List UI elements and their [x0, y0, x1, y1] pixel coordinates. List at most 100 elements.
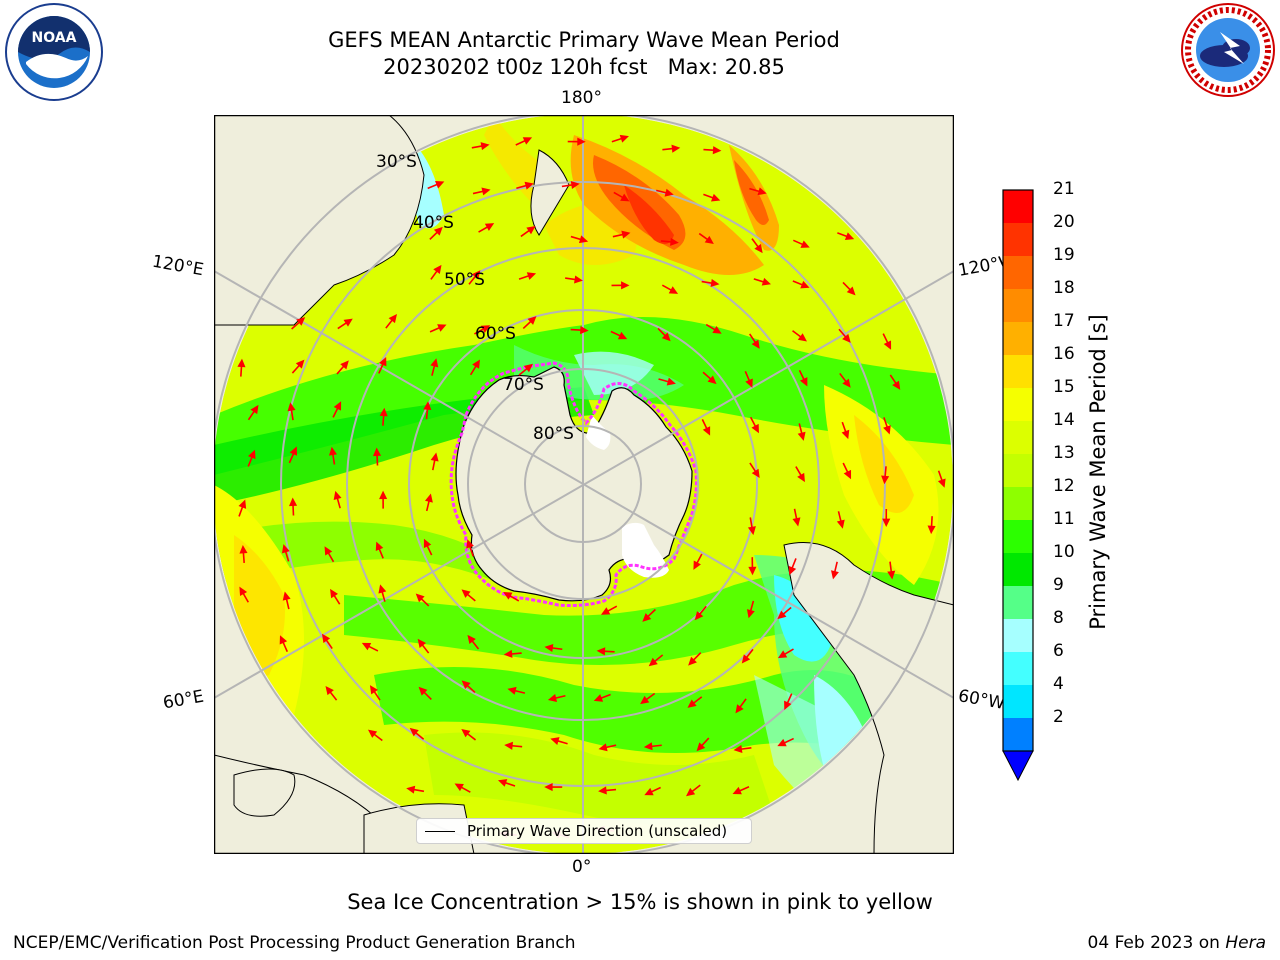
wave-direction-arrow: [415, 593, 430, 607]
colorbar-band: [1003, 586, 1033, 620]
colorbar-tick-label: 14: [1053, 410, 1075, 430]
colorbar-tick-label: 2: [1053, 707, 1064, 727]
colorbar-band: [1003, 223, 1033, 257]
wave-direction-arrow: [247, 404, 259, 421]
wave-direction-arrow: [751, 238, 763, 254]
wave-direction-arrow: [687, 696, 703, 708]
wave-direction-arrow: [478, 223, 495, 233]
wave-direction-arrow: [613, 191, 630, 202]
wave-direction-arrows: [237, 134, 946, 839]
wave-direction-arrow: [424, 493, 433, 512]
wave-direction-arrow: [237, 358, 246, 377]
wave-direction-arrow: [471, 142, 490, 151]
wave-direction-arrow: [567, 137, 586, 146]
wave-direction-arrow: [333, 490, 342, 509]
wave-direction-arrow: [838, 328, 851, 343]
colorbar-band: [1003, 322, 1033, 356]
madagascar-landmass: [233, 768, 296, 817]
wave-direction-arrow: [375, 541, 384, 559]
wave-direction-arrow: [289, 497, 298, 516]
wave-direction-arrow: [937, 470, 946, 488]
colorbar-band: [1003, 421, 1033, 455]
wave-direction-arrow: [516, 181, 534, 190]
colorbar-label: Primary Wave Mean Period [s]: [1086, 314, 1110, 630]
wave-direction-arrow: [694, 605, 707, 621]
lon-label-60w: 60°W: [956, 686, 1007, 714]
wave-direction-arrow: [291, 317, 306, 330]
wave-direction-arrow: [472, 187, 491, 196]
wave-direction-arrow: [792, 239, 810, 248]
lat-label-40s: 40°S: [413, 213, 454, 233]
lat-label-80s: 80°S: [533, 424, 574, 444]
wave-direction-arrow: [792, 508, 801, 527]
noaa-logo-icon: NOAA: [5, 3, 103, 101]
wave-direction-arrow: [474, 325, 491, 335]
footer-date-text: 04 Feb 2023 on: [1087, 933, 1226, 953]
national-weather-service-logo-icon: [1181, 3, 1275, 97]
wave-direction-arrow: [696, 737, 710, 752]
wave-direction-arrow: [281, 544, 290, 562]
wave-direction-arrow: [547, 694, 566, 702]
wave-direction-arrow: [883, 417, 891, 435]
wave-direction-arrow: [701, 279, 720, 288]
wave-direction-arrow: [732, 785, 750, 795]
legend-label: Primary Wave Direction (unscaled): [467, 822, 728, 840]
colorbar-band: [1003, 355, 1033, 389]
colorbar-tick-label: 4: [1053, 674, 1064, 694]
wave-direction-arrow: [507, 686, 526, 695]
wave-direction-arrow: [570, 326, 589, 335]
wave-direction-arrow: [656, 188, 674, 197]
wave-direction-arrow: [336, 360, 349, 375]
colorbar-tick-label: 21: [1053, 179, 1075, 199]
wave-direction-arrow: [561, 181, 580, 190]
wave-direction-arrow: [427, 180, 445, 190]
wave-direction-arrow: [611, 134, 629, 143]
wave-direction-arrow: [468, 270, 481, 285]
wave-direction-arrow: [288, 446, 298, 464]
wave-direction-arrow: [430, 358, 439, 376]
wave-direction-arrow: [430, 452, 439, 471]
colorbar-tick-label: 8: [1053, 608, 1064, 628]
wave-direction-arrow: [642, 608, 656, 622]
wave-direction-arrow: [788, 558, 797, 576]
colorbar-band: [1003, 718, 1033, 752]
map-legend: Primary Wave Direction (unscaled): [416, 818, 752, 844]
wave-direction-arrow: [777, 737, 794, 747]
wave-direction-arrow: [409, 727, 425, 740]
lon-label-0: 0°: [572, 857, 592, 877]
wave-direction-arrow: [749, 462, 760, 479]
colorbar-tick-label: 9: [1053, 575, 1064, 595]
wave-direction-arrow: [515, 137, 533, 146]
colorbar-tick-label: 16: [1053, 344, 1075, 364]
colorbar-bands: [1003, 190, 1033, 752]
wave-direction-arrow: [418, 686, 432, 701]
wave-direction-arrow: [648, 654, 664, 667]
colorbar-tick-label: 6: [1053, 641, 1064, 661]
colorbar-tick-label: 17: [1053, 311, 1075, 331]
wave-direction-arrow: [693, 553, 703, 570]
wave-direction-arrow: [337, 318, 353, 330]
wave-direction-arrow: [325, 685, 338, 701]
wave-direction-arrow: [522, 316, 537, 329]
lon-label-60e: 60°E: [161, 686, 206, 714]
colorbar-outline: [1002, 189, 1034, 752]
wave-direction-arrow: [749, 416, 759, 434]
wave-direction-arrow: [749, 333, 760, 349]
colorbar-band: [1003, 454, 1033, 488]
wave-direction-arrow: [735, 698, 747, 714]
wave-direction-arrow: [797, 423, 806, 441]
wave-direction-arrow: [373, 447, 382, 466]
colorbar: [1002, 189, 1034, 782]
colorbar-tick-label: 15: [1053, 377, 1075, 397]
colorbar-band: [1003, 520, 1033, 554]
chart-subtitle: 20230202 t00z 120h fcst Max: 20.85: [383, 55, 785, 79]
wave-direction-arrow: [660, 237, 679, 246]
wave-direction-arrow: [328, 446, 337, 465]
wave-direction-arrow: [379, 407, 388, 426]
chart-title: GEFS MEAN Antarctic Primary Wave Mean Pe…: [328, 28, 840, 52]
wave-direction-arrow: [889, 374, 901, 390]
wave-direction-arrow: [454, 783, 471, 793]
wave-direction-arrow: [520, 226, 536, 238]
wave-direction-arrow: [430, 264, 442, 280]
wave-direction-arrow: [247, 449, 256, 467]
